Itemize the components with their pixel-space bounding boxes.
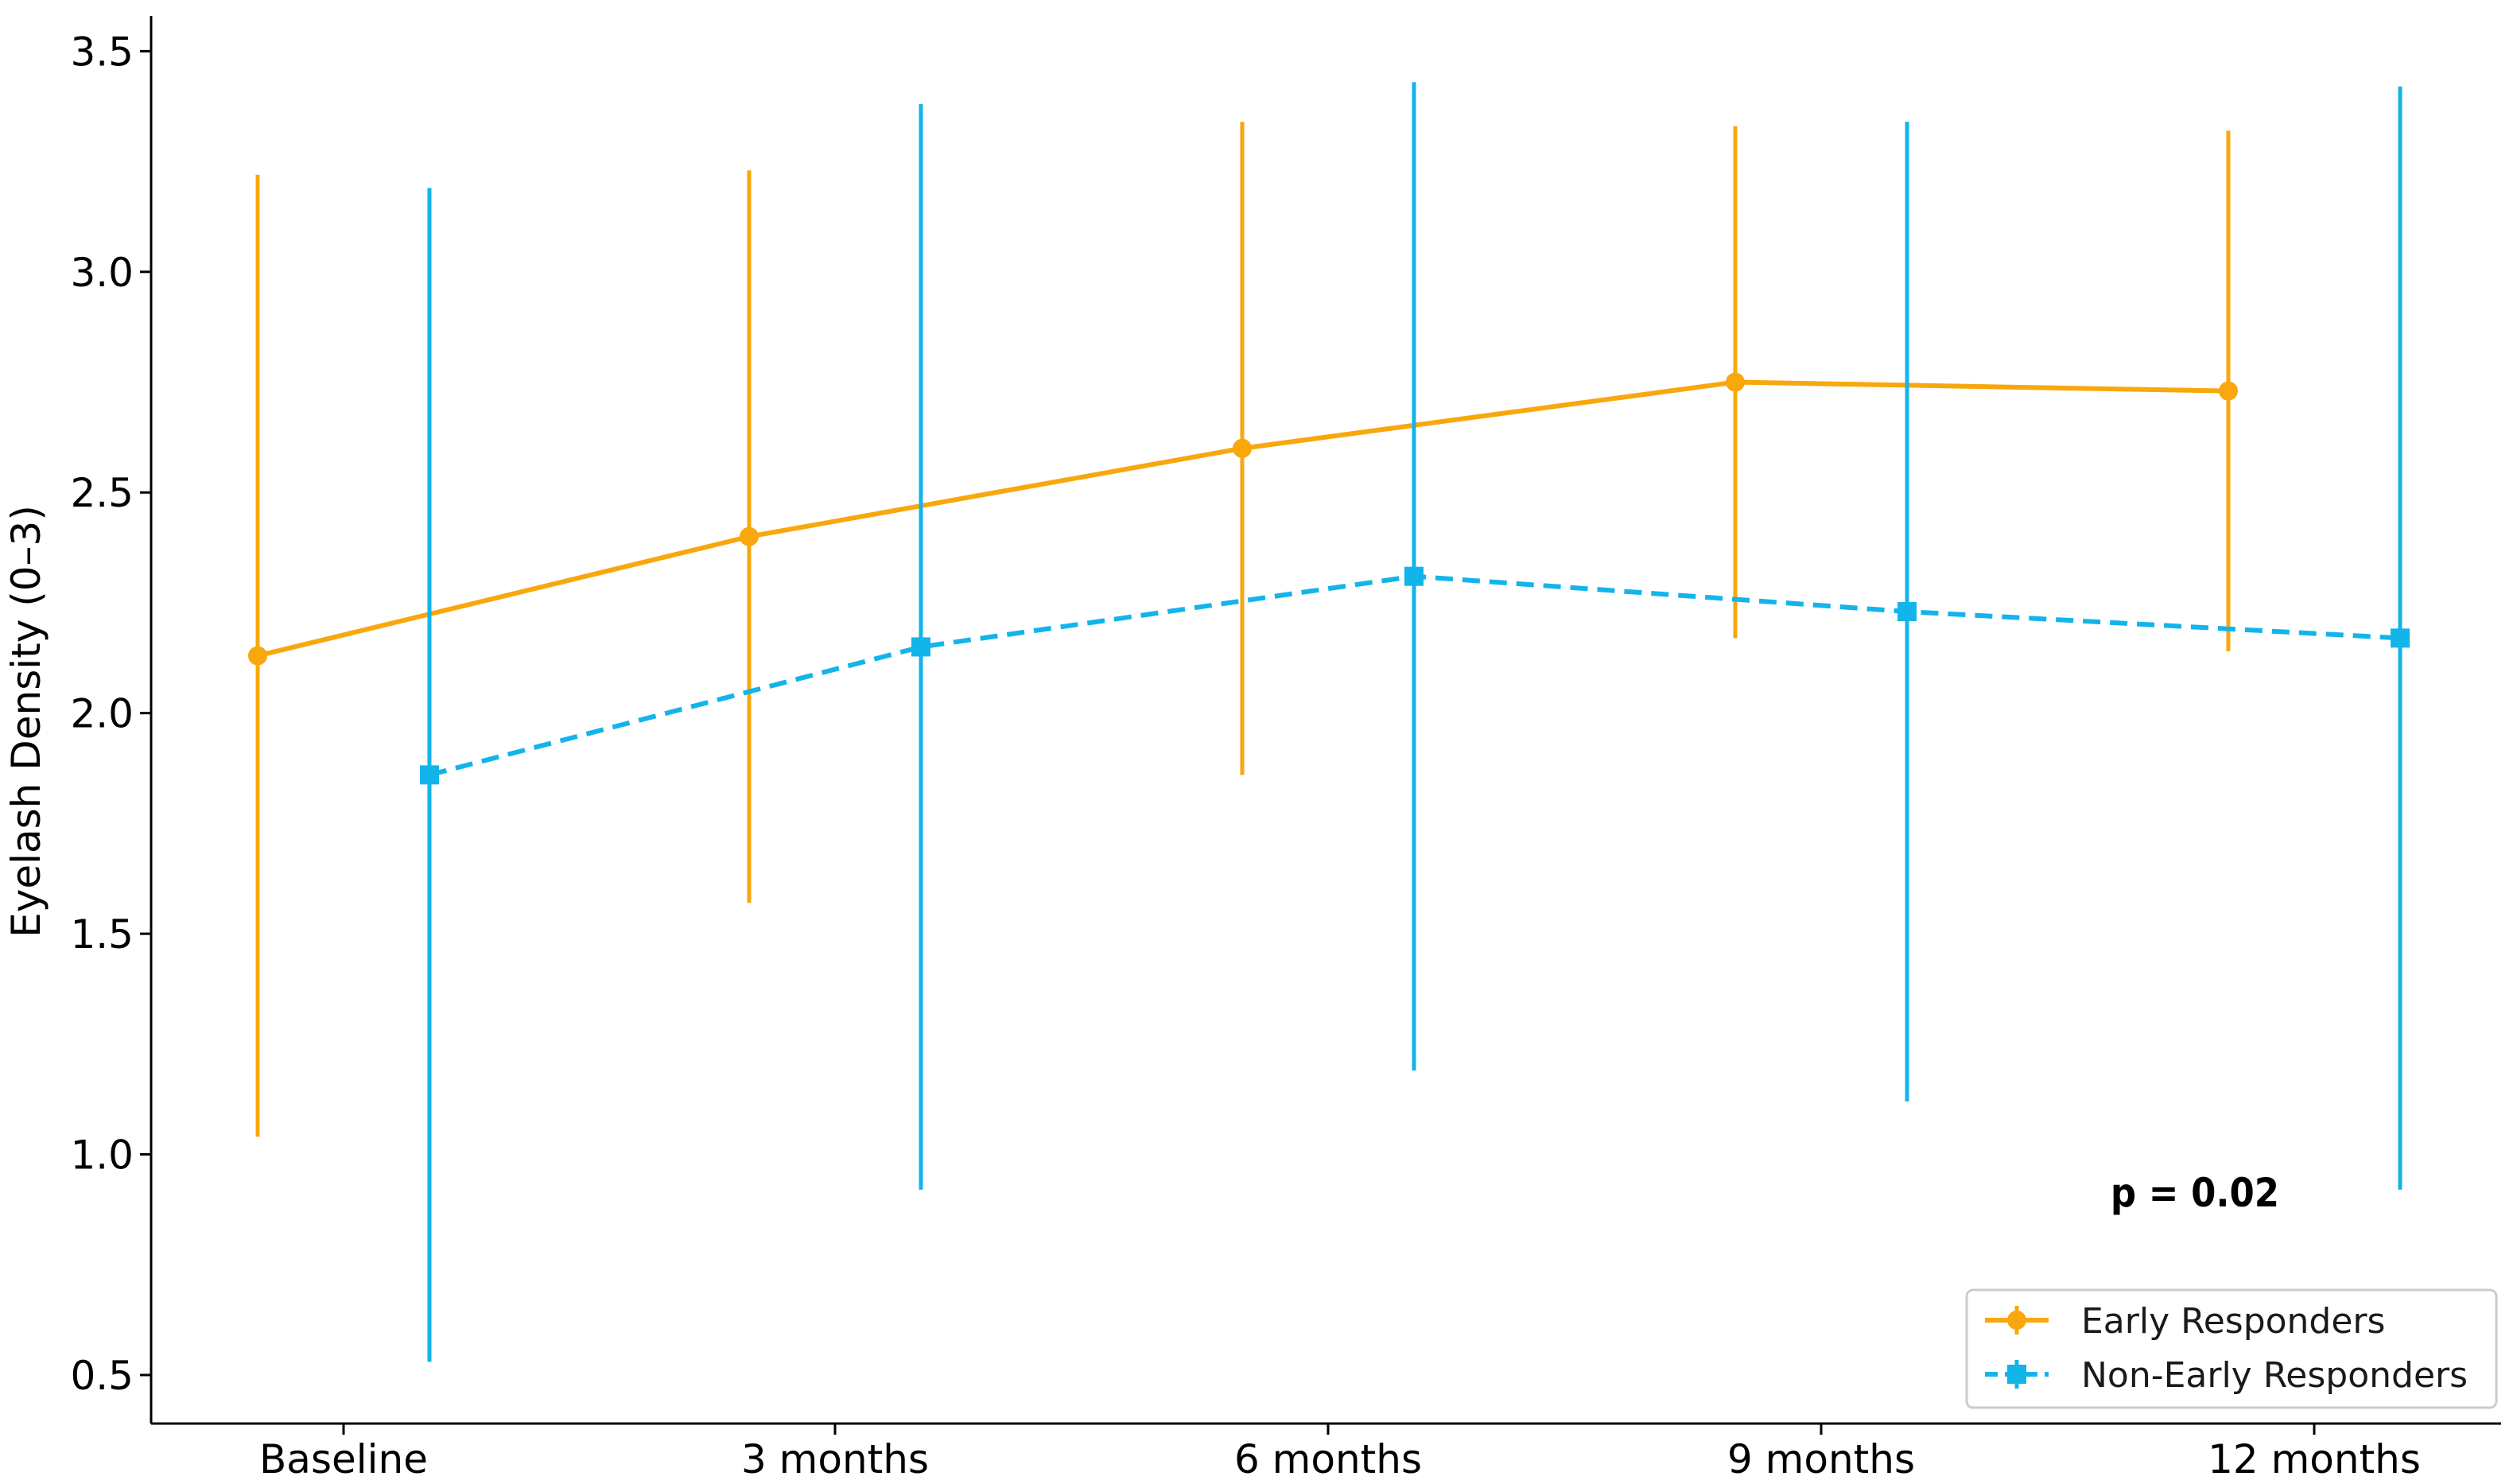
- y-tick-label: 3.5: [70, 29, 134, 75]
- legend-label: Early Responders: [2081, 1301, 2385, 1342]
- data-point: [2391, 628, 2410, 648]
- y-axis-ticks: 0.5 1.0 1.5 2.0 2.5 3.0 3.5: [70, 29, 151, 1399]
- y-tick-label: 1.5: [70, 911, 134, 958]
- y-axis-label: Eyelash Density (0–3): [3, 505, 49, 938]
- y-tick-label: 1.0: [70, 1132, 134, 1179]
- data-point: [248, 646, 267, 666]
- y-tick-label: 3.0: [70, 250, 134, 296]
- x-tick-label: Baseline: [259, 1436, 428, 1482]
- y-tick-label: 2.5: [70, 470, 134, 516]
- data-point: [2219, 381, 2238, 401]
- data-point: [1897, 602, 1917, 622]
- data-point: [1726, 372, 1745, 392]
- data-point: [1404, 566, 1424, 586]
- legend-marker: [2007, 1311, 2026, 1330]
- x-axis-ticks: Baseline 3 months 6 months 9 months 12 month…: [259, 1424, 2421, 1482]
- legend-marker: [2007, 1365, 2026, 1384]
- x-tick-label: 3 months: [741, 1436, 929, 1482]
- legend-label: Non-Early Responders: [2081, 1355, 2468, 1396]
- data-point: [1233, 438, 1252, 458]
- series-non-early-responders: [420, 82, 2410, 1362]
- y-tick-label: 2.0: [70, 691, 134, 737]
- x-tick-label: 6 months: [1234, 1436, 1422, 1482]
- y-tick-label: 0.5: [70, 1353, 134, 1399]
- legend: Early Responders Non-Early Responders: [1965, 1288, 2498, 1409]
- data-point: [911, 637, 930, 657]
- axes: [150, 16, 2501, 1425]
- x-tick-label: 12 months: [2208, 1436, 2421, 1482]
- x-tick-label: 9 months: [1727, 1436, 1915, 1482]
- data-point: [740, 526, 759, 546]
- p-value-annotation: p = 0.02: [2111, 1170, 2279, 1216]
- data-point: [420, 765, 439, 785]
- legend-box: [1965, 1288, 2498, 1409]
- series-early-responders: [248, 122, 2238, 1137]
- series-layer: [248, 82, 2410, 1362]
